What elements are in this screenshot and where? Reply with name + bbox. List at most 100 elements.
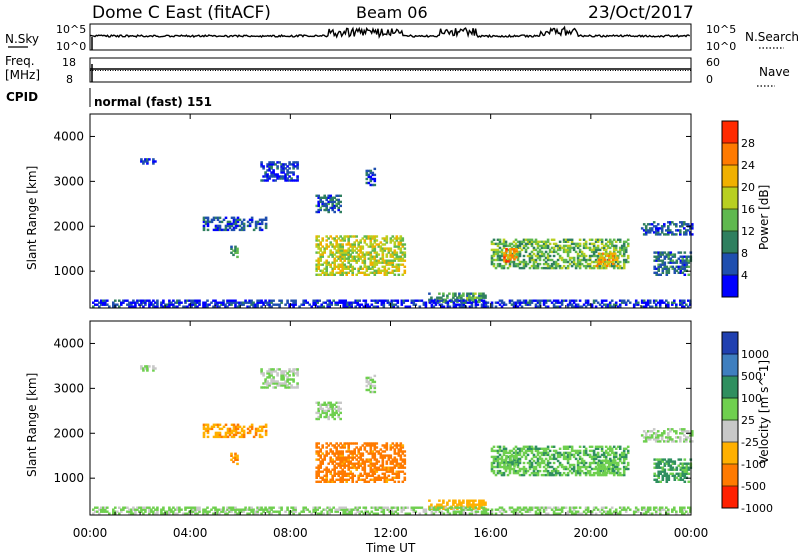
velocity-cell [403, 460, 407, 463]
power-cell [550, 246, 554, 250]
power-cell [566, 250, 570, 254]
power-cell [323, 208, 326, 212]
velocity-cell [406, 512, 410, 515]
velocity-cell [363, 470, 367, 473]
power-cell [282, 167, 285, 170]
power-cell [397, 247, 401, 250]
power-cell [339, 253, 342, 256]
velocity-cell [612, 457, 616, 461]
nsky-trace [89, 25, 691, 50]
power-cell [532, 264, 536, 268]
velocity-cell [556, 512, 560, 515]
power-cell [534, 248, 538, 252]
nave-tick-top: 60 [706, 56, 720, 69]
power-cell [655, 273, 658, 276]
power-cell [418, 305, 422, 308]
velocity-cell [385, 468, 389, 471]
power-cell [530, 244, 534, 248]
velocity-cell [622, 453, 626, 457]
velocity-cell [349, 462, 352, 465]
power-cell [321, 239, 324, 242]
velocity-cell [146, 365, 149, 368]
velocity-cell [656, 430, 660, 433]
velocity-cell [401, 450, 405, 453]
velocity-cell [582, 465, 586, 469]
velocity-cell [526, 445, 530, 448]
velocity-cell [490, 447, 494, 450]
velocity-cell [460, 512, 464, 515]
power-cell [486, 301, 490, 304]
velocity-cell [327, 462, 330, 465]
power-cell [608, 240, 612, 243]
power-cell [387, 271, 391, 274]
power-cell [204, 222, 208, 226]
power-cell [351, 251, 354, 254]
velocity-cell [558, 471, 562, 475]
power-cell [546, 246, 550, 250]
velocity-cell [558, 451, 562, 455]
power-cell [624, 303, 628, 306]
power-cell [677, 251, 681, 254]
velocity-cell [512, 512, 516, 515]
velocity-cell [592, 451, 596, 455]
power-cell [375, 271, 379, 274]
power-cell [420, 299, 424, 302]
power-cell [371, 257, 375, 260]
power-cell [314, 299, 317, 302]
power-cell [657, 253, 660, 256]
velocity-cell [528, 506, 532, 509]
power-cell [327, 194, 330, 197]
velocity-cell [578, 471, 582, 475]
power-cell [548, 250, 552, 254]
velocity-cell [478, 499, 481, 502]
velocity-cell [661, 468, 665, 471]
power-cell [588, 256, 592, 260]
power-cell [605, 260, 609, 263]
power-cell [319, 259, 322, 262]
velocity-cell [675, 430, 678, 433]
velocity-cell [188, 506, 191, 509]
power-cell [608, 303, 612, 306]
velocity-cell [230, 429, 234, 433]
power-cell [317, 257, 320, 260]
power-cell [524, 301, 528, 304]
velocity-cell [353, 474, 356, 477]
power-cell [432, 305, 436, 308]
power-cell [395, 263, 399, 266]
velocity-cell [325, 478, 328, 481]
power-cell [576, 258, 580, 262]
power-cell [452, 301, 456, 304]
power-cell [359, 267, 362, 270]
velocity-cell [510, 449, 514, 453]
power-cell [510, 303, 514, 306]
velocity-cell [612, 453, 616, 457]
power-cell [665, 273, 669, 276]
velocity-cell [152, 506, 155, 509]
velocity-cell [351, 476, 354, 479]
velocity-cell [128, 510, 131, 513]
velocity-cell [642, 506, 646, 509]
velocity-cell [568, 465, 572, 469]
power-cell [462, 303, 466, 306]
power-cell [414, 299, 418, 302]
velocity-cell [178, 506, 181, 509]
power-cell [315, 204, 318, 208]
velocity-cell [369, 378, 373, 382]
velocity-cell [321, 407, 324, 411]
velocity-cell [228, 510, 231, 513]
velocity-cell [687, 462, 691, 465]
velocity-cell [319, 407, 322, 411]
velocity-cell [430, 510, 434, 513]
velocity-cell [675, 466, 679, 469]
velocity-cell [507, 467, 510, 470]
power-cell [260, 161, 263, 164]
velocity-cell [344, 508, 347, 511]
velocity-cell [440, 512, 444, 515]
power-cell [294, 161, 297, 164]
power-cell [667, 269, 671, 272]
power-cell [395, 269, 399, 272]
power-cell [319, 249, 322, 252]
velocity-cell [582, 445, 586, 448]
power-cell [412, 303, 416, 306]
velocity-cell [494, 449, 498, 453]
